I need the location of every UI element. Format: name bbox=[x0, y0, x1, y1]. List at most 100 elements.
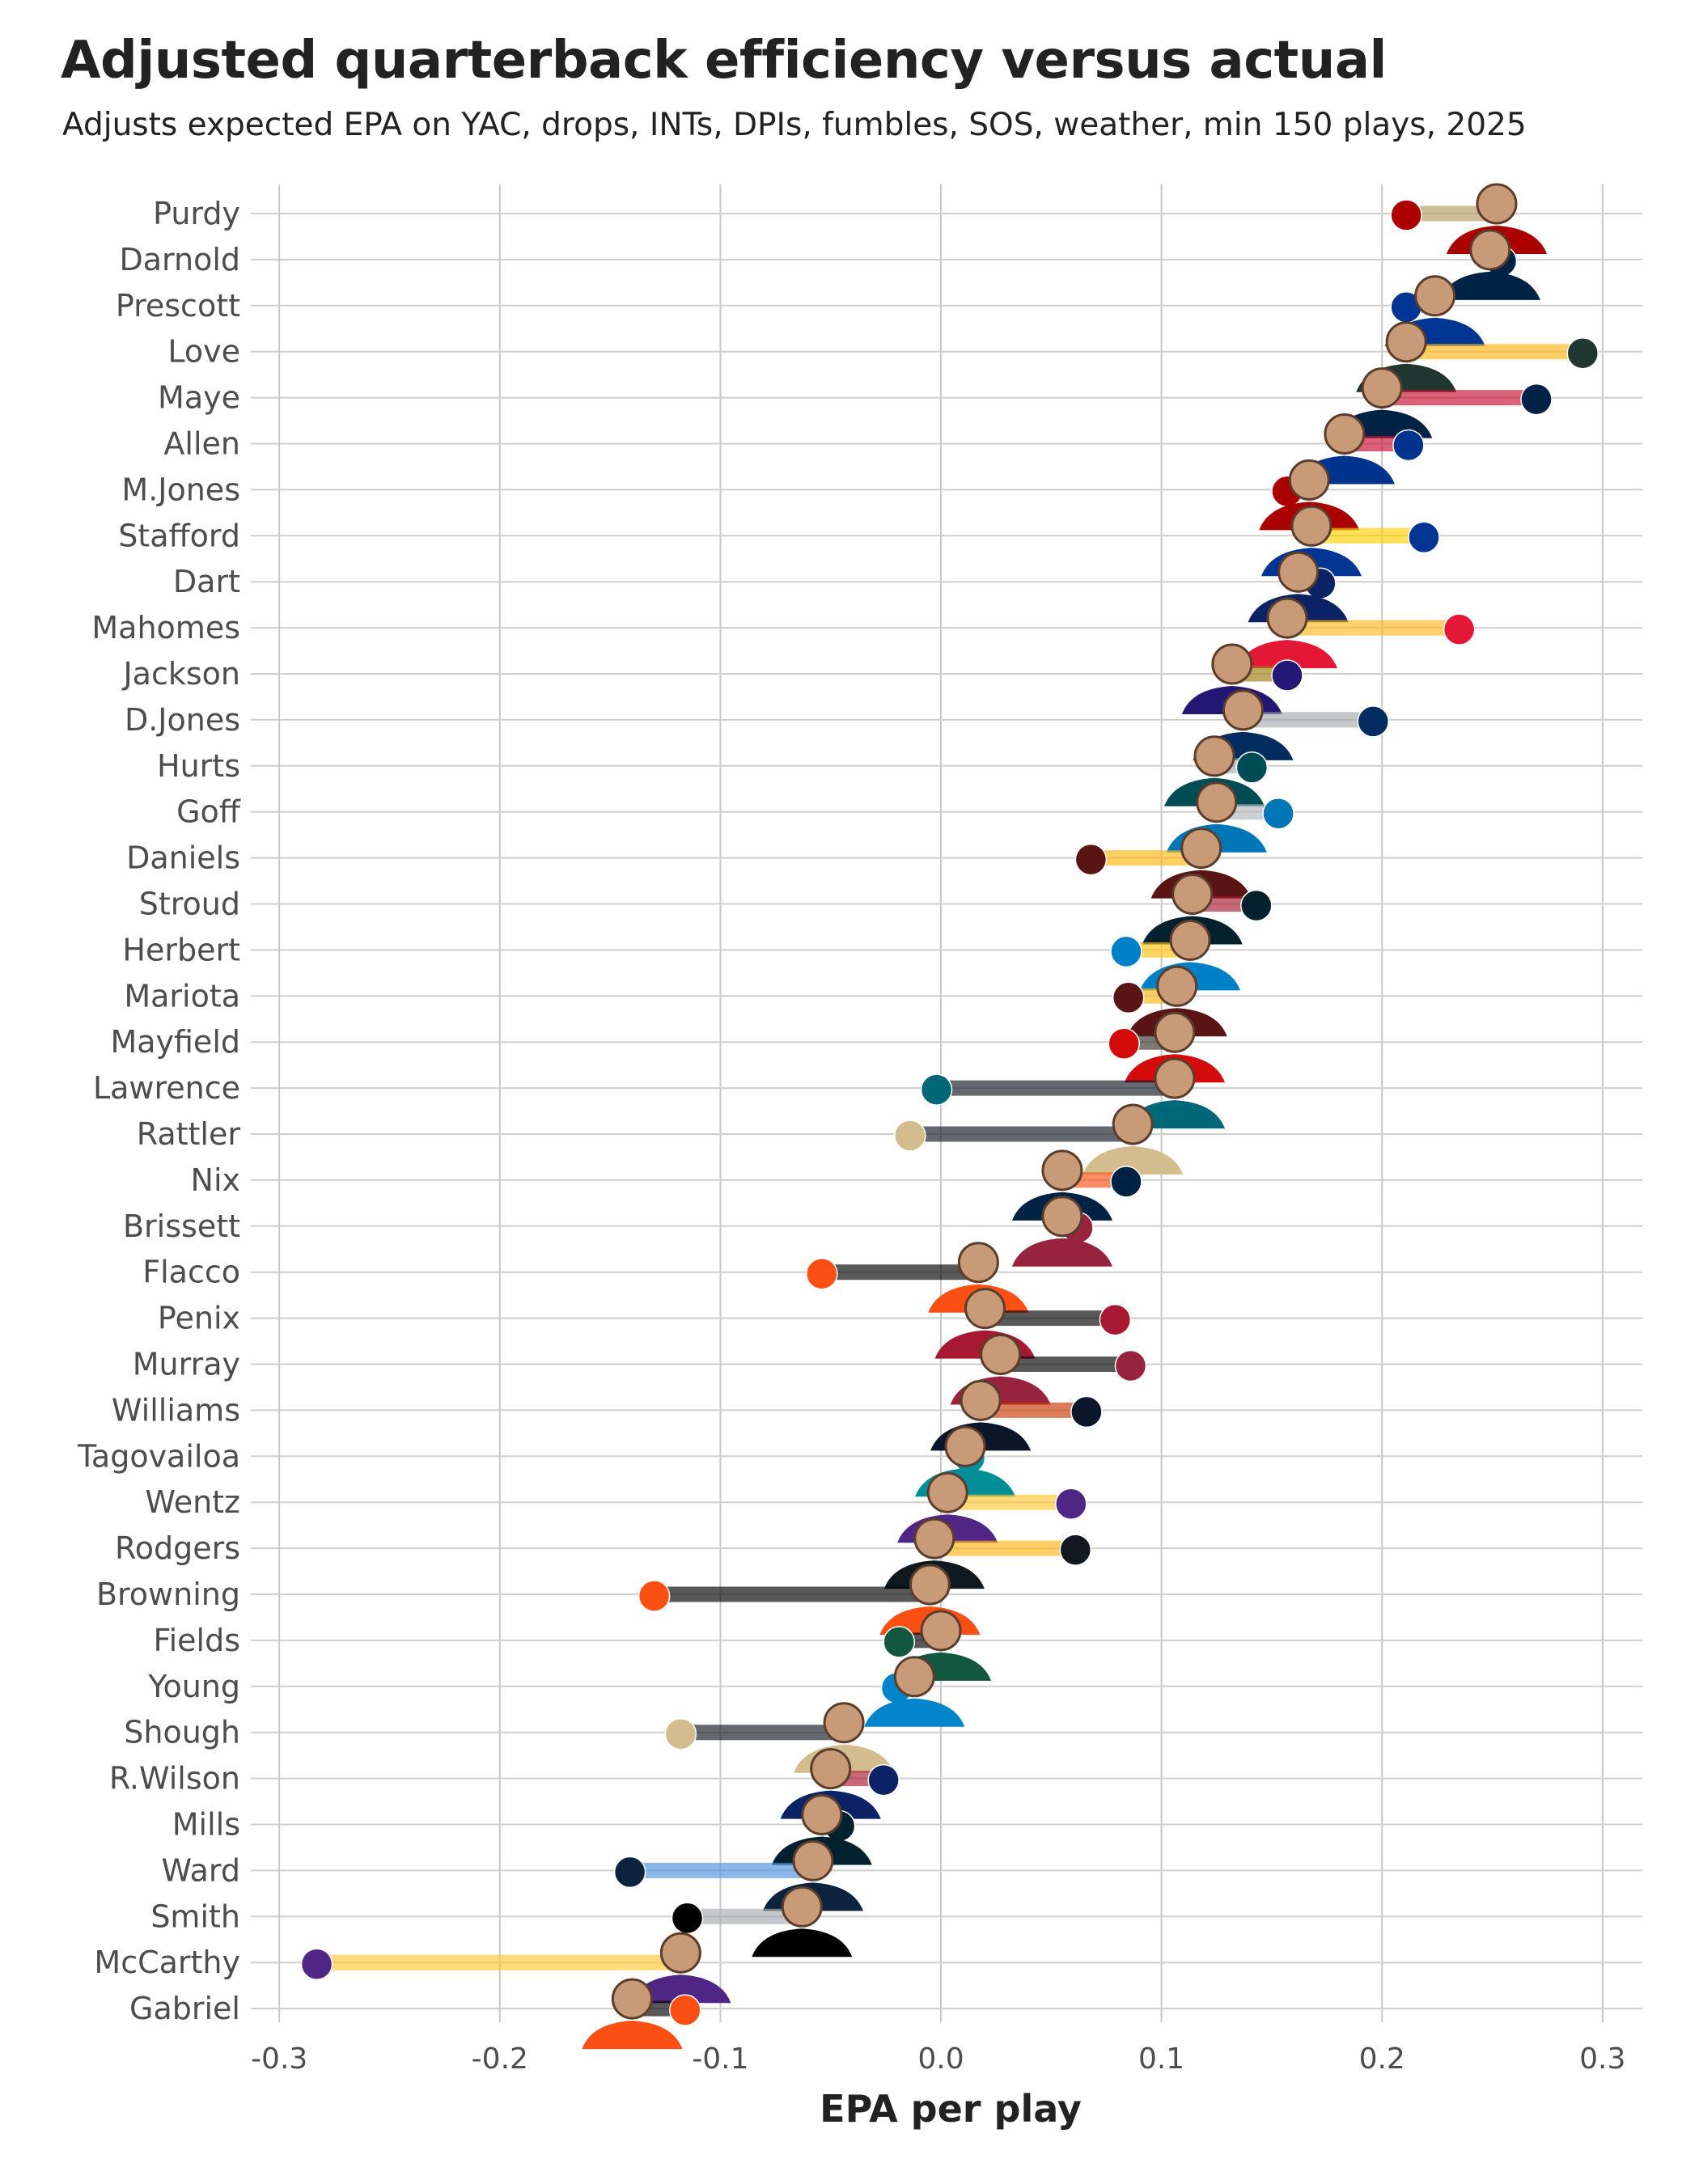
face-shape bbox=[1156, 965, 1198, 1007]
y-category-label: Stafford bbox=[118, 518, 240, 553]
jersey-shape bbox=[1083, 1146, 1184, 1175]
x-tick-label: -0.2 bbox=[472, 2042, 528, 2076]
actual-epa-dot bbox=[1392, 429, 1425, 462]
face-shape bbox=[964, 1288, 1006, 1330]
y-category-label: Mills bbox=[172, 1807, 240, 1843]
adjusted-epa-headshot bbox=[752, 1886, 853, 1958]
face-shape bbox=[1041, 1196, 1083, 1238]
x-tick-label: -0.3 bbox=[251, 2042, 307, 2076]
adjusted-epa-headshot bbox=[1011, 1196, 1112, 1267]
y-category-label: Purdy bbox=[153, 196, 240, 231]
y-category-label: D.Jones bbox=[125, 702, 240, 738]
face-shape bbox=[920, 1610, 962, 1652]
adjusted-epa-headshot bbox=[1083, 1103, 1184, 1175]
y-category-label: Nix bbox=[191, 1162, 240, 1198]
face-shape bbox=[1041, 1149, 1083, 1191]
face-shape bbox=[801, 1794, 843, 1835]
face-shape bbox=[823, 1702, 865, 1744]
face-shape bbox=[1172, 874, 1214, 915]
face-shape bbox=[792, 1839, 834, 1881]
face-shape bbox=[1180, 827, 1222, 870]
y-category-label: Ward bbox=[161, 1852, 240, 1888]
y-category-label: Williams bbox=[112, 1392, 240, 1428]
actual-epa-dot bbox=[1074, 843, 1108, 876]
actual-epa-dot bbox=[1099, 1303, 1132, 1336]
y-category-label: R.Wilson bbox=[109, 1761, 240, 1797]
face-shape bbox=[980, 1334, 1022, 1375]
y-category-label: Daniels bbox=[126, 840, 240, 876]
jersey-shape bbox=[864, 1698, 965, 1727]
face-shape bbox=[810, 1748, 852, 1790]
y-category-label: Love bbox=[167, 334, 240, 370]
jersey-shape bbox=[1011, 1238, 1112, 1267]
adjusted-epa-headshot bbox=[864, 1656, 965, 1727]
y-category-label: Goff bbox=[176, 794, 241, 830]
actual-epa-dot bbox=[1108, 1027, 1141, 1060]
y-category-label: Penix bbox=[158, 1301, 240, 1336]
y-category-label: Lawrence bbox=[93, 1070, 240, 1106]
y-category-label: Dart bbox=[173, 564, 240, 599]
y-category-label: Maye bbox=[158, 380, 240, 416]
actual-epa-dot bbox=[894, 1120, 926, 1152]
face-shape bbox=[1222, 689, 1264, 731]
y-category-label: Gabriel bbox=[129, 1991, 240, 2026]
actual-epa-dot bbox=[638, 1580, 671, 1612]
face-shape bbox=[1361, 367, 1403, 409]
actual-epa-dot bbox=[867, 1763, 900, 1797]
face-shape bbox=[1112, 1103, 1154, 1145]
x-tick-label: 0.1 bbox=[1138, 2042, 1184, 2076]
y-category-label: Mayfield bbox=[110, 1024, 240, 1060]
face-shape bbox=[1414, 275, 1456, 317]
adjusted-epa-headshot bbox=[582, 1978, 683, 2050]
y-category-label: Young bbox=[147, 1669, 240, 1704]
x-tick-label: 0.3 bbox=[1579, 2042, 1625, 2076]
label-layer: -0.3 -0.2 -0.1 0.0 0.1 0.2 0.3 Purdy Darnold Pres… bbox=[77, 196, 1625, 2076]
adjusted-epa-headshot bbox=[1124, 1057, 1225, 1129]
actual-epa-dot bbox=[1390, 199, 1422, 231]
y-category-label: Darnold bbox=[119, 242, 240, 277]
actual-epa-dot bbox=[671, 1902, 704, 1935]
adjusted-epa-headshot bbox=[1236, 597, 1337, 669]
face-shape bbox=[1154, 1057, 1196, 1099]
face-shape bbox=[1196, 781, 1238, 823]
y-category-label: McCarthy bbox=[94, 1945, 240, 1980]
face-shape bbox=[926, 1471, 968, 1513]
face-shape bbox=[1266, 597, 1308, 639]
y-category-label: Rattler bbox=[137, 1116, 241, 1152]
series-layer bbox=[300, 183, 1599, 2050]
actual-epa-dot bbox=[300, 1948, 333, 1980]
actual-epa-dot bbox=[1070, 1395, 1103, 1428]
face-shape bbox=[1169, 919, 1211, 961]
jersey-shape bbox=[752, 1928, 853, 1958]
y-category-label: Browning bbox=[96, 1577, 240, 1612]
actual-epa-dot bbox=[1443, 613, 1476, 645]
face-shape bbox=[1324, 413, 1366, 455]
face-shape bbox=[1193, 735, 1235, 777]
y-category-label: Allen bbox=[163, 426, 240, 462]
actual-epa-dot bbox=[1110, 1166, 1142, 1198]
actual-epa-dot bbox=[920, 1073, 953, 1106]
actual-epa-dot bbox=[1408, 521, 1440, 554]
face-shape bbox=[1290, 505, 1333, 547]
y-category-label: Fields bbox=[153, 1623, 240, 1658]
grid-layer bbox=[251, 184, 1642, 2022]
actual-epa-dot bbox=[806, 1257, 838, 1290]
x-axis-title: EPA per play bbox=[820, 2087, 1082, 2131]
face-shape bbox=[781, 1886, 823, 1928]
jersey-shape bbox=[1236, 640, 1337, 669]
actual-epa-dot bbox=[883, 1626, 915, 1658]
actual-epa-dot bbox=[1235, 751, 1269, 784]
y-category-label: M.Jones bbox=[121, 472, 240, 507]
y-category-label: Brissett bbox=[123, 1208, 240, 1244]
jersey-shape bbox=[1439, 271, 1540, 300]
actual-epa-dot bbox=[1059, 1534, 1092, 1566]
face-shape bbox=[1288, 459, 1330, 501]
face-shape bbox=[611, 1978, 653, 2020]
actual-epa-dot bbox=[1055, 1488, 1087, 1520]
x-tick-label: -0.1 bbox=[692, 2042, 748, 2076]
y-category-label: Mariota bbox=[124, 978, 240, 1014]
actual-epa-dot bbox=[1566, 336, 1599, 370]
actual-epa-dot bbox=[1110, 935, 1142, 968]
actual-epa-dot bbox=[1112, 981, 1145, 1014]
